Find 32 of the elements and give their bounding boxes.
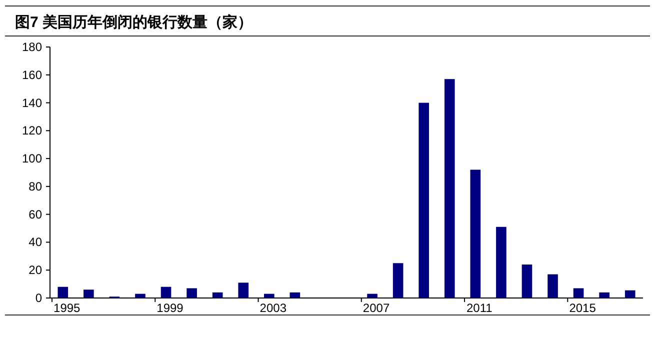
x-tick-label: 2007 <box>362 301 390 315</box>
y-tick-label: 80 <box>28 179 42 194</box>
y-tick-label: 180 <box>22 40 42 54</box>
bar <box>548 274 558 298</box>
bar <box>444 79 455 298</box>
bar <box>418 102 430 298</box>
bar <box>84 290 94 298</box>
bar <box>160 286 172 298</box>
x-tick-label: 2003 <box>260 301 287 315</box>
bar <box>624 290 636 298</box>
y-tick-label: 60 <box>28 207 42 222</box>
bar <box>58 286 68 298</box>
y-tick-label: 100 <box>22 152 42 166</box>
y-tick-label: 40 <box>28 235 42 250</box>
y-tick-label: 140 <box>22 96 42 110</box>
x-tick-label: 2015 <box>569 301 596 315</box>
chart-title: 图7 美国历年倒闭的银行数量（家） <box>15 13 253 31</box>
bar <box>238 282 249 298</box>
bar <box>496 226 506 298</box>
bar <box>470 170 481 298</box>
y-tick-label: 0 <box>35 291 42 305</box>
bar <box>522 264 532 298</box>
y-tick-label: 120 <box>22 124 42 138</box>
bar <box>186 288 197 298</box>
y-tick-label: 20 <box>28 263 42 278</box>
bar <box>599 292 610 298</box>
y-tick-label: 160 <box>22 68 42 82</box>
x-tick-label: 1995 <box>54 301 81 315</box>
bar <box>392 263 404 298</box>
bar <box>573 288 584 298</box>
x-tick-label: 1999 <box>156 301 184 315</box>
x-tick-label: 2011 <box>466 301 493 315</box>
